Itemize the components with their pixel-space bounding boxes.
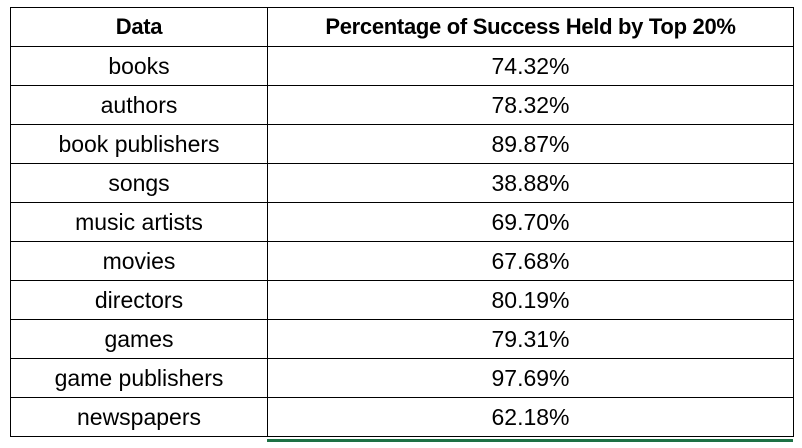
data-cell[interactable]: authors bbox=[10, 85, 268, 125]
table-row: movies 67.68% bbox=[10, 241, 794, 281]
data-cell[interactable]: game publishers bbox=[10, 358, 268, 398]
data-cell[interactable]: newspapers bbox=[10, 397, 268, 437]
data-cell[interactable]: movies bbox=[10, 241, 268, 281]
data-cell[interactable]: book publishers bbox=[10, 124, 268, 164]
header-data[interactable]: Data bbox=[10, 7, 268, 47]
data-cell[interactable]: directors bbox=[10, 280, 268, 320]
percentage-cell[interactable]: 38.88% bbox=[267, 163, 794, 203]
percentage-cell[interactable]: 67.68% bbox=[267, 241, 794, 281]
percentage-cell[interactable]: 97.69% bbox=[267, 358, 794, 398]
cell-selection-edge bbox=[267, 439, 793, 442]
table-row: songs 38.88% bbox=[10, 163, 794, 203]
table-row: music artists 69.70% bbox=[10, 202, 794, 242]
percentage-cell[interactable]: 78.32% bbox=[267, 85, 794, 125]
table-row: books 74.32% bbox=[10, 46, 794, 86]
percentage-cell[interactable]: 69.70% bbox=[267, 202, 794, 242]
data-cell[interactable]: books bbox=[10, 46, 268, 86]
header-data-label: Data bbox=[115, 14, 163, 39]
data-cell[interactable]: songs bbox=[10, 163, 268, 203]
percentage-cell[interactable]: 79.31% bbox=[267, 319, 794, 359]
header-row: Data Percentage of Success Held by Top 2… bbox=[10, 7, 794, 47]
percentage-cell[interactable]: 62.18% bbox=[267, 397, 794, 437]
header-percentage-label: Percentage of Success Held by Top 20% bbox=[325, 14, 736, 39]
percentage-cell[interactable]: 89.87% bbox=[267, 124, 794, 164]
table-row: games 79.31% bbox=[10, 319, 794, 359]
table-row: newspapers 62.18% bbox=[10, 397, 794, 437]
percentage-cell[interactable]: 74.32% bbox=[267, 46, 794, 86]
percentage-cell[interactable]: 80.19% bbox=[267, 280, 794, 320]
header-percentage[interactable]: Percentage of Success Held by Top 20% bbox=[267, 7, 794, 47]
table-row: book publishers 89.87% bbox=[10, 124, 794, 164]
data-table: Data Percentage of Success Held by Top 2… bbox=[10, 7, 794, 437]
table-row: authors 78.32% bbox=[10, 85, 794, 125]
data-cell[interactable]: music artists bbox=[10, 202, 268, 242]
table-row: game publishers 97.69% bbox=[10, 358, 794, 398]
table-row: directors 80.19% bbox=[10, 280, 794, 320]
data-cell[interactable]: games bbox=[10, 319, 268, 359]
